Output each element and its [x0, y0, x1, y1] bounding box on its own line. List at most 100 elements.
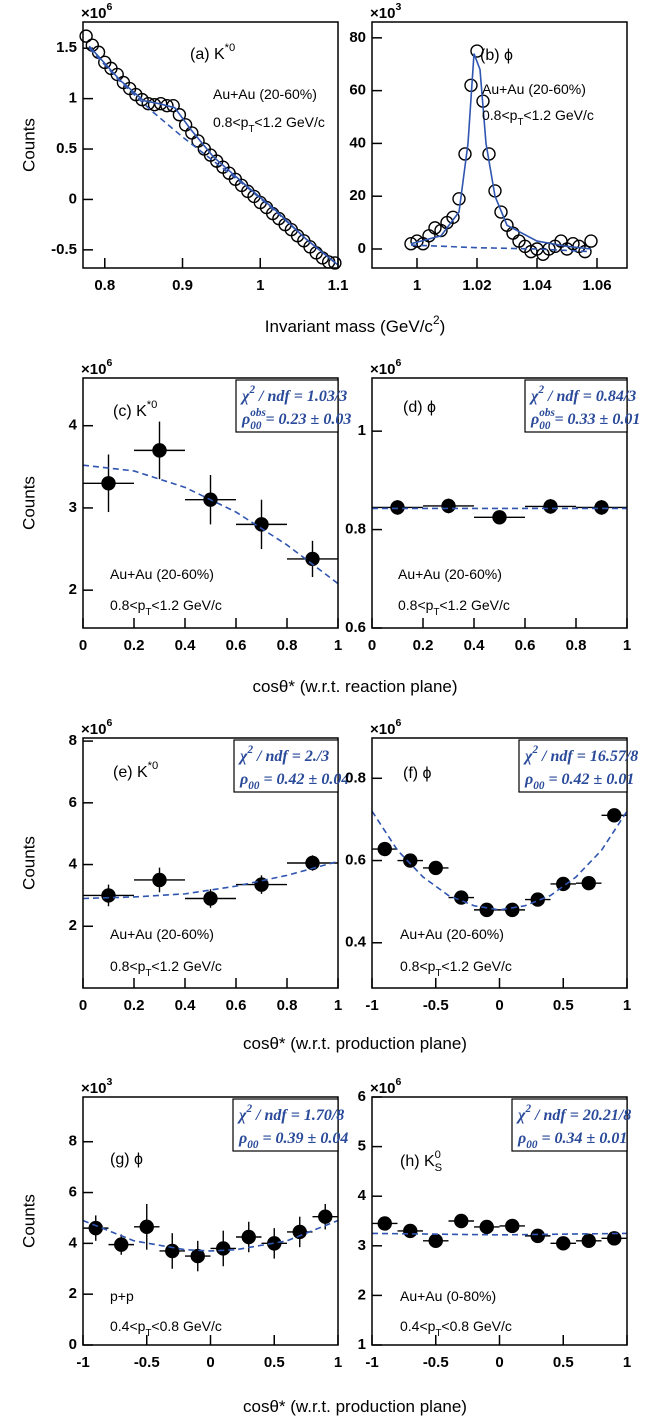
fit-statistic: χ2 / ndf = 16.57/8 — [523, 744, 638, 765]
fit-statistic-part: ρ — [530, 411, 539, 428]
axis-multiplier-part: 3 — [395, 1, 401, 13]
data-point — [165, 1243, 180, 1259]
data-point — [403, 1223, 418, 1239]
panel-label-part: *0 — [225, 42, 236, 54]
annotation-part: <1.2 GeV/c — [254, 114, 324, 130]
x-tick-label: 0.8 — [277, 637, 298, 654]
annotation-part: T — [248, 124, 254, 135]
x-tick-label: 0.5 — [553, 1354, 574, 1371]
data-point — [479, 1219, 494, 1235]
x-tick-label: 0.6 — [226, 997, 247, 1014]
panel-label-part: (b) ϕ — [480, 47, 513, 64]
x-tick-label: -1 — [365, 997, 378, 1014]
data-point — [377, 1216, 392, 1231]
data-point — [152, 872, 167, 888]
axis-multiplier: ×106 — [81, 357, 112, 378]
panel-label: (g) ϕ — [110, 1151, 143, 1168]
fit-curve — [372, 810, 627, 911]
x-tick-label: 0.6 — [226, 637, 247, 654]
y-tick-label: 0.4 — [345, 934, 367, 951]
x-tick-label: 0.5 — [264, 1354, 285, 1371]
annotation-part: Au+Au (20-60%) — [213, 86, 317, 102]
x-tick-label: 0.2 — [124, 997, 145, 1014]
x-axis-title-part: cosθ* (w.r.t. reaction plane) — [252, 677, 457, 696]
x-tick-label: 0.4 — [464, 637, 486, 654]
fit-statistic-part: χ — [240, 388, 250, 405]
x-tick-label: -1 — [365, 1354, 378, 1371]
panel-label: (h) K0 S — [400, 1149, 442, 1174]
frame — [371, 21, 628, 269]
fit-statistic-part: 2 — [524, 1103, 531, 1115]
y-axis-title: Counts — [19, 1194, 38, 1248]
panel-label-part: S — [435, 1162, 442, 1174]
data-point — [403, 853, 418, 868]
x-tick-label: -1 — [76, 1354, 89, 1371]
axis-multiplier: ×106 — [370, 717, 401, 738]
x-tick-label: 1 — [623, 997, 631, 1014]
data-point — [254, 877, 269, 892]
data-point — [454, 1213, 469, 1229]
y-tick-label: 1.5 — [56, 39, 77, 56]
y-tick-label: 2 — [69, 581, 77, 598]
y-tick-label: -0.5 — [51, 241, 77, 258]
panel-label: (d) ϕ — [403, 399, 436, 416]
data-point — [584, 234, 598, 248]
fit-statistic-part: ρ — [241, 411, 250, 428]
annotation-part: T — [145, 607, 151, 618]
y-tick-label: 1 — [358, 1336, 366, 1353]
x-tick-label: 0.8 — [566, 637, 587, 654]
panel-label-part: 0 — [435, 1149, 441, 1161]
annotation-part: 0.8<p — [213, 114, 249, 130]
fit-curve — [372, 1232, 627, 1236]
x-tick-label: -0.5 — [423, 1354, 449, 1371]
annotation-part: T — [435, 1328, 441, 1339]
fit-curve — [410, 53, 592, 250]
data-point — [556, 876, 571, 892]
frame — [371, 1096, 628, 1346]
y-tick-label: 8 — [69, 732, 77, 749]
data-point — [101, 888, 116, 903]
annotation: Au+Au (20-60%) — [482, 81, 586, 97]
fit-statistic-part: obs — [250, 407, 266, 419]
y-tick-label: 0.5 — [56, 140, 77, 157]
fit-statistic-part: / ndf = 20.21/8 — [531, 1107, 631, 1124]
x-tick-label: 0 — [495, 997, 503, 1014]
annotation: Au+Au (20-60%) — [213, 86, 317, 102]
x-tick-label: 1 — [334, 1354, 342, 1371]
data-point — [505, 902, 520, 918]
axis-multiplier-part: ×10 — [81, 361, 106, 378]
axis-multiplier-part: ×10 — [370, 721, 395, 738]
panel-label-part: (h) K — [400, 1153, 435, 1170]
stats-box — [232, 1098, 339, 1152]
data-point — [114, 1237, 129, 1252]
x-tick-label: 1 — [334, 637, 342, 654]
x-tick-label: 1 — [334, 997, 342, 1014]
y-tick-label: 8 — [69, 1133, 77, 1150]
annotation-part: 0.8<p — [398, 597, 434, 613]
annotation-part: Au+Au (20-60%) — [398, 566, 502, 582]
data-point — [154, 96, 168, 111]
y-tick-label: 20 — [349, 187, 366, 204]
panel-label: (f) ϕ — [403, 765, 432, 782]
annotation-part: <1.2 GeV/c — [441, 958, 511, 974]
x-axis-title-part: ) — [440, 317, 446, 336]
annotation-part: p+p — [110, 1288, 134, 1304]
frame — [371, 377, 628, 629]
fit-statistic: χ2 / ndf = 1.03/3 — [240, 384, 347, 405]
x-axis-title-part: cosθ* (w.r.t. production plane) — [243, 1397, 467, 1416]
annotation: 0.8<pT<1.2 GeV/c — [213, 114, 325, 135]
fit-statistic-part: = 0.33 ± 0.01 — [550, 411, 640, 428]
data-point — [241, 1229, 256, 1245]
fit-statistic: ρ00 = 0.42 ± 0.04 — [239, 771, 349, 792]
axis-multiplier: ×103 — [370, 1, 401, 22]
x-tick-label: 1.06 — [582, 277, 611, 294]
stats-box — [511, 1098, 628, 1152]
axis-multiplier-part: ×10 — [81, 5, 106, 22]
fit-statistic-part: 00 — [539, 420, 551, 432]
axis-multiplier-part: 6 — [395, 1076, 401, 1088]
fit-statistic-part: 2 — [248, 384, 255, 396]
annotation-part: T — [145, 1328, 151, 1339]
axis-multiplier: ×106 — [81, 1, 112, 22]
data-point — [505, 1218, 520, 1234]
x-axis-title: cosθ* (w.r.t. production plane) — [243, 1397, 467, 1416]
